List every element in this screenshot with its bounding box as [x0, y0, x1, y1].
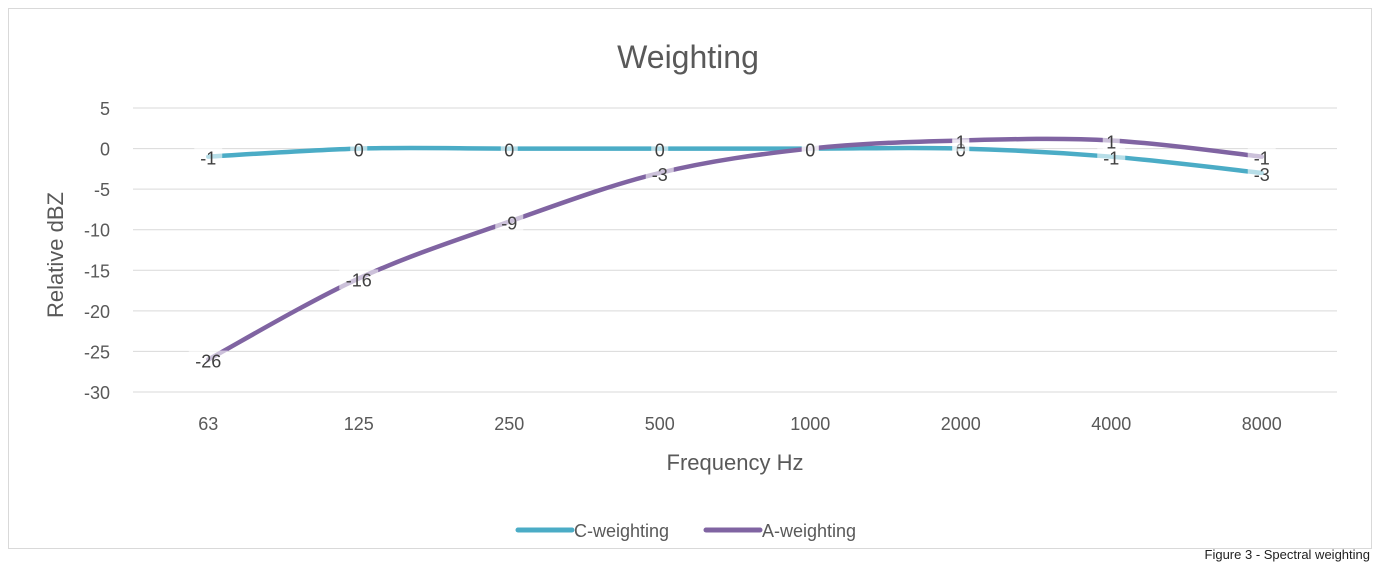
data-label-c-weighting: 0	[504, 141, 514, 161]
data-label-bg	[188, 350, 228, 371]
data-label-c-weighting: -1	[1103, 149, 1119, 169]
data-label-bg	[194, 147, 223, 168]
x-tick-label: 1000	[790, 414, 830, 434]
data-label-bg	[1097, 147, 1126, 168]
y-tick-label: -15	[84, 261, 110, 281]
data-label-c-weighting: 0	[655, 141, 665, 161]
data-label-a-weighting: -3	[652, 165, 668, 185]
data-label-a-weighting: -26	[195, 352, 221, 372]
y-axis-label: Relative dBZ	[43, 192, 68, 318]
y-tick-label: -20	[84, 302, 110, 322]
data-label-c-weighting: -3	[1254, 165, 1270, 185]
x-tick-label: 63	[198, 414, 218, 434]
data-label-a-weighting: -1	[1254, 149, 1270, 169]
x-tick-label: 4000	[1091, 414, 1131, 434]
data-label-a-weighting: 1	[956, 132, 966, 152]
legend-label-a-weighting: A-weighting	[762, 521, 856, 541]
data-label-a-weighting: 0	[805, 141, 815, 161]
x-tick-label: 125	[344, 414, 374, 434]
data-label-c-weighting: 0	[354, 141, 364, 161]
y-tick-label: -30	[84, 383, 110, 403]
data-label-a-weighting: -9	[501, 214, 517, 234]
chart-title: Weighting	[617, 39, 759, 75]
data-label-c-weighting: -1	[200, 149, 216, 169]
data-label-bg	[1247, 147, 1276, 168]
x-axis-label: Frequency Hz	[667, 450, 804, 475]
x-tick-label: 500	[645, 414, 675, 434]
y-tick-label: -10	[84, 221, 110, 241]
data-label-bg	[801, 139, 819, 160]
y-tick-label: 0	[100, 140, 110, 160]
legend-label-c-weighting: C-weighting	[574, 521, 669, 541]
data-label-a-weighting: 1	[1106, 132, 1116, 152]
figure-caption: Figure 3 - Spectral weighting	[1204, 547, 1370, 562]
data-label-a-weighting: -16	[346, 270, 372, 290]
data-label-bg	[651, 139, 669, 160]
data-label-bg	[1102, 131, 1120, 152]
data-label-bg	[500, 139, 518, 160]
x-tick-label: 8000	[1242, 414, 1282, 434]
data-label-bg	[339, 269, 379, 290]
y-tick-label: 5	[100, 99, 110, 119]
x-tick-label: 250	[494, 414, 524, 434]
y-tick-label: -5	[94, 180, 110, 200]
data-label-bg	[350, 139, 368, 160]
series-line-a-weighting	[206, 136, 1264, 362]
data-label-bg	[1247, 163, 1276, 184]
x-tick-label: 2000	[941, 414, 981, 434]
data-label-bg	[645, 163, 674, 184]
data-label-bg	[495, 212, 524, 233]
y-tick-label: -25	[84, 342, 110, 362]
data-label-bg	[952, 131, 970, 152]
chart-frame	[8, 8, 1372, 549]
series-line-c-weighting	[206, 145, 1264, 176]
